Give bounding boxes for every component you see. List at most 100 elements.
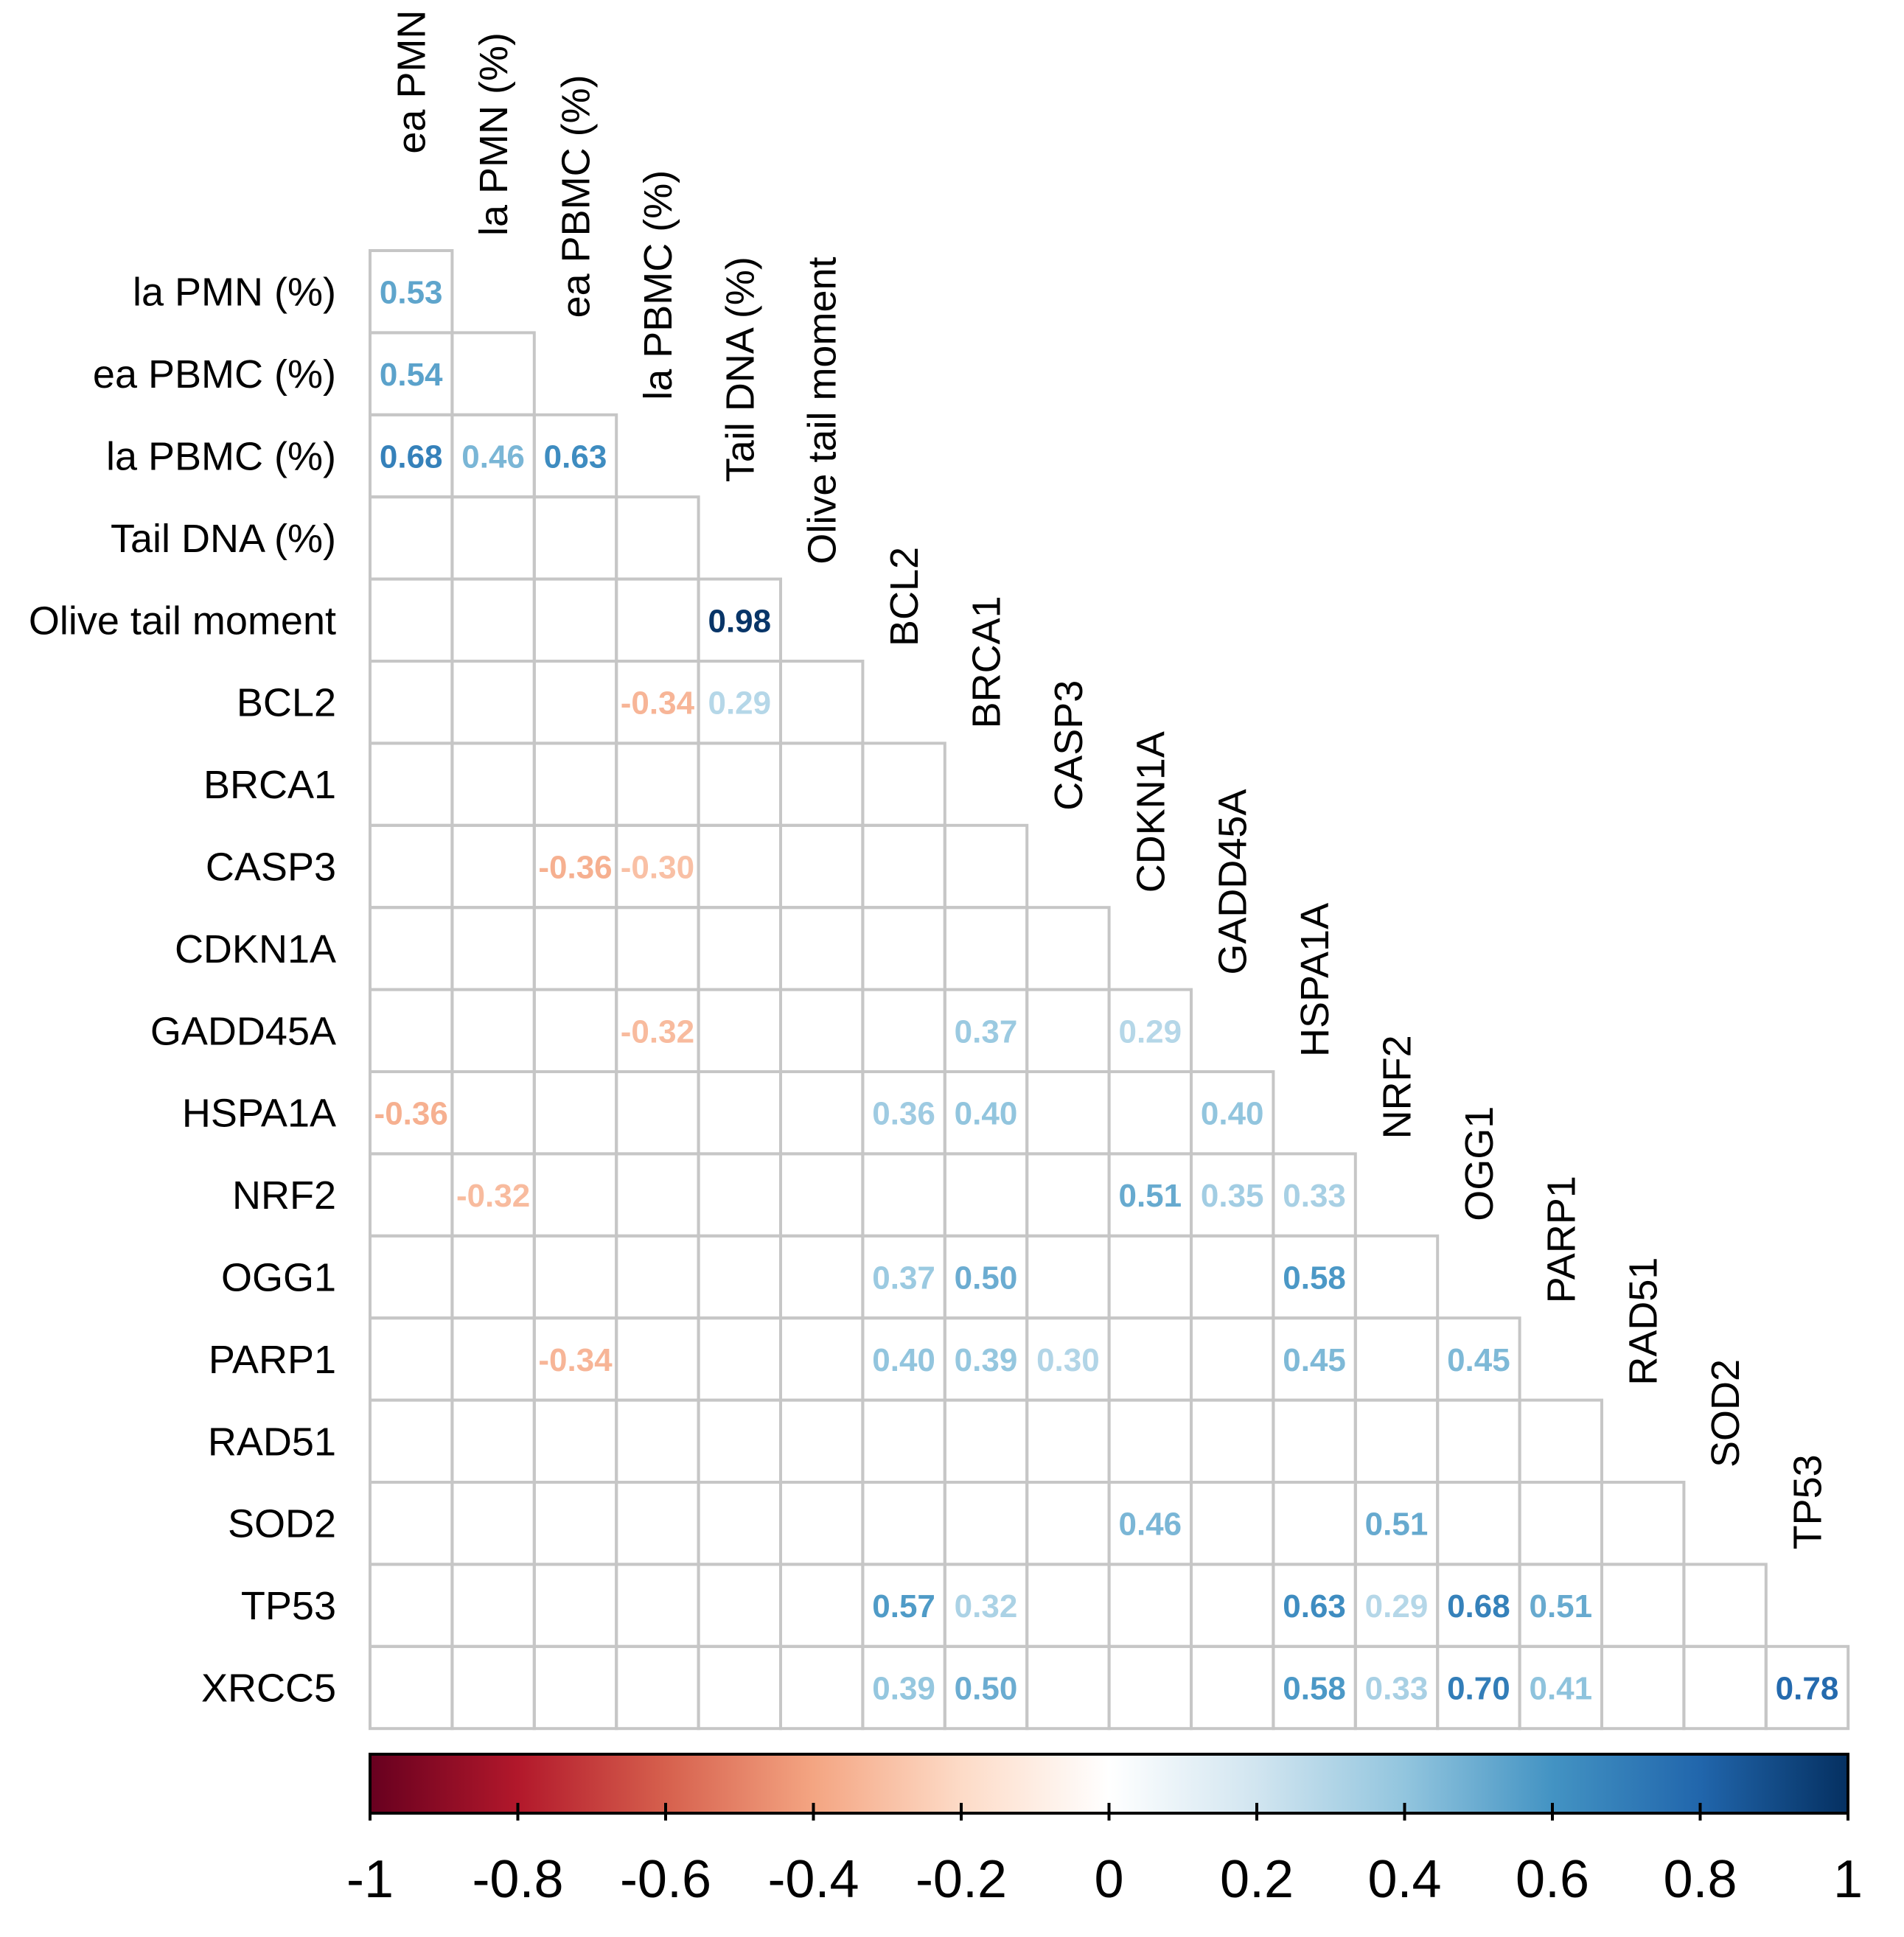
colorbar-tick-label: 0.4 [1367, 1850, 1441, 1909]
heatmap-cell [779, 988, 865, 1073]
heatmap-cell [450, 823, 536, 910]
heatmap-cell [943, 1398, 1029, 1484]
heatmap-cell [532, 988, 618, 1073]
heatmap-cell [369, 1234, 454, 1320]
row-label: ea PBMC (%) [93, 352, 336, 397]
heatmap-cell [1025, 1481, 1111, 1566]
column-label: ea PMN (%) [390, 0, 434, 154]
row-label: RAD51 [208, 1420, 336, 1464]
heatmap-cell [369, 1644, 454, 1731]
heatmap-cell [1107, 1563, 1193, 1648]
column-label: SOD2 [1704, 1359, 1748, 1467]
correlation-value: 0.58 [1283, 1260, 1346, 1296]
heatmap-cell [532, 660, 618, 745]
heatmap-cell [779, 1563, 865, 1648]
heatmap-cell [1600, 1481, 1686, 1566]
heatmap-cell [697, 1234, 782, 1320]
correlation-value: 0.46 [461, 439, 525, 475]
heatmap-cell [779, 1644, 865, 1731]
heatmap-cell [861, 1481, 946, 1566]
row-label: la PMN (%) [133, 271, 336, 315]
heatmap-cell [369, 906, 454, 991]
heatmap-cell [532, 1070, 618, 1156]
correlation-value: 0.54 [380, 357, 443, 393]
heatmap-cell [1600, 1563, 1686, 1648]
row-labels: la PMN (%) ea PBMC (%) la PBMC (%) Tail DNA… [29, 271, 336, 1711]
heatmap-cell [369, 495, 454, 581]
correlation-value: 0.33 [1365, 1671, 1429, 1707]
column-label: PARP1 [1539, 1176, 1583, 1303]
correlation-value: 0.39 [872, 1671, 935, 1707]
heatmap-cell [615, 1398, 700, 1484]
column-label: BRCA1 [965, 596, 1009, 728]
heatmap-cell [861, 741, 946, 827]
correlation-value: 0.36 [872, 1096, 935, 1132]
correlation-value: 0.40 [872, 1342, 935, 1378]
heatmap-cell [1353, 1398, 1440, 1484]
heatmap-cell [779, 1234, 865, 1320]
column-labels: ea PMN (%) la PMN (%) ea PBMC (%) la PBMC (… [390, 0, 1830, 1549]
heatmap-cell [779, 1070, 865, 1156]
heatmap-grid [369, 249, 1850, 1731]
heatmap-cell [697, 988, 782, 1073]
heatmap-cell [1272, 1481, 1357, 1566]
heatmap-cell [450, 660, 536, 745]
heatmap-cell [369, 1398, 454, 1484]
correlation-value: 0.51 [1365, 1507, 1429, 1543]
correlation-value: 0.51 [1118, 1178, 1182, 1214]
heatmap-cell [861, 906, 946, 991]
heatmap-cell [369, 1152, 454, 1238]
correlation-value: 0.98 [708, 603, 771, 639]
heatmap-cell [1025, 1398, 1111, 1484]
heatmap-cell [532, 741, 618, 827]
heatmap-cell [697, 1070, 782, 1156]
colorbar-tick-label: -0.4 [767, 1850, 859, 1909]
correlation-value: -0.34 [538, 1342, 613, 1378]
heatmap-cell [369, 660, 454, 745]
colorbar-tick-label: -0.6 [620, 1850, 711, 1909]
heatmap-cell [450, 1070, 536, 1156]
correlation-value: 0.40 [1201, 1096, 1264, 1132]
heatmap-cell [615, 1481, 700, 1566]
heatmap-cell [1107, 1644, 1193, 1731]
heatmap-cell [1025, 1644, 1111, 1731]
heatmap-cell [1518, 1398, 1604, 1484]
row-label: GADD45A [150, 1009, 336, 1053]
column-label: NRF2 [1375, 1035, 1420, 1139]
heatmap-cell [1107, 1316, 1193, 1402]
heatmap-cell [779, 741, 865, 827]
heatmap-cell [532, 906, 618, 991]
correlation-value: 0.35 [1201, 1178, 1264, 1214]
correlation-value: 0.40 [955, 1096, 1018, 1132]
heatmap-cell [779, 1481, 865, 1566]
heatmap-cell [943, 823, 1029, 910]
heatmap-cell [1190, 1563, 1275, 1648]
row-label: la PBMC (%) [106, 435, 336, 479]
heatmap-cell [1107, 1070, 1193, 1156]
heatmap-cell [450, 906, 536, 991]
column-label: OGG1 [1457, 1106, 1502, 1221]
heatmap-cell [861, 823, 946, 910]
heatmap-cell [615, 1070, 700, 1156]
correlation-value: -0.36 [538, 850, 612, 886]
heatmap-cell [450, 1563, 536, 1648]
heatmap-cell [615, 906, 700, 991]
correlation-value: 0.63 [544, 439, 607, 475]
heatmap-cell [697, 1481, 782, 1566]
heatmap-cell [779, 1316, 865, 1402]
heatmap-cell [943, 1481, 1029, 1566]
heatmap-cell [1190, 1316, 1275, 1402]
correlation-value: 0.41 [1529, 1671, 1592, 1707]
colorbar: -1 -0.8 -0.6 -0.4 -0.2 0 0.2 0.4 0.6 0.8 1 [346, 1753, 1863, 1909]
colorbar-tick-label: 0.6 [1516, 1850, 1589, 1909]
heatmap-cell [532, 1481, 618, 1566]
colorbar-tick-label: 0.8 [1663, 1850, 1737, 1909]
heatmap-cell [450, 331, 536, 416]
heatmap-cell [697, 1563, 782, 1648]
heatmap-cell [450, 495, 536, 581]
heatmap-cell [615, 1152, 700, 1238]
heatmap-cell [450, 741, 536, 827]
heatmap-cell [369, 1316, 454, 1402]
colorbar-tick-label: -1 [346, 1850, 394, 1909]
heatmap-cell [697, 823, 782, 910]
